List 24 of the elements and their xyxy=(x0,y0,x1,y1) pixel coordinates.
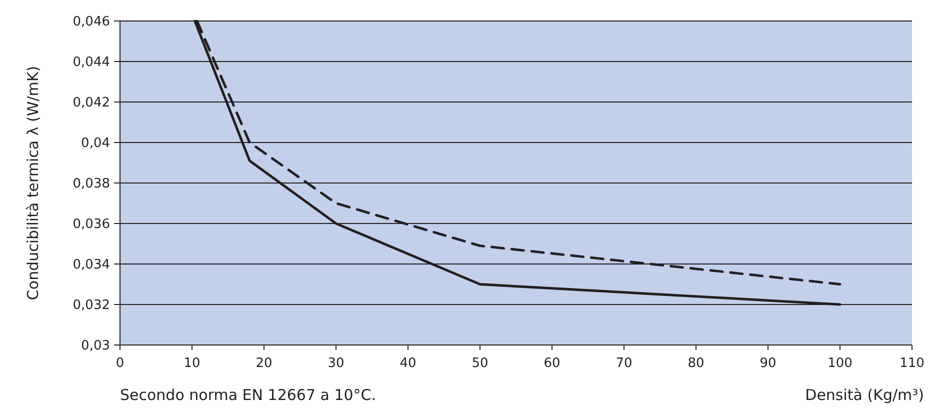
x-tick-label: 40 xyxy=(400,356,416,371)
x-tick-label: 0 xyxy=(116,356,124,371)
y-tick-label: 0,046 xyxy=(72,14,110,30)
x-tick-label: 100 xyxy=(828,356,852,371)
x-tick-label: 70 xyxy=(616,356,632,371)
x-tick-label: 50 xyxy=(472,356,488,371)
x-tick-label: 110 xyxy=(900,356,924,371)
x-tick-label: 60 xyxy=(544,356,560,371)
y-tick-label: 0,034 xyxy=(72,258,110,273)
y-tick-label: 0,04 xyxy=(81,136,110,152)
y-tick-label: 0,044 xyxy=(72,55,110,70)
y-axis-title: Conducibilità termica λ (W/mK) xyxy=(24,66,42,300)
y-tick-label: 0,038 xyxy=(72,176,110,192)
text: Secondo norma EN 12667 a 10°C. xyxy=(120,386,376,404)
x-tick-label: 80 xyxy=(688,356,704,371)
x-axis-title: Densità (Kg/m³) xyxy=(805,386,924,404)
y-tick-label: 0,03 xyxy=(81,338,110,354)
y-tick-label: 0,036 xyxy=(72,217,110,232)
x-tick-label: 30 xyxy=(328,356,344,371)
y-tick-label: 0,032 xyxy=(72,298,110,314)
x-tick-label: 10 xyxy=(184,356,200,371)
x-tick-label: 90 xyxy=(760,356,776,371)
y-tick-label: 0,042 xyxy=(72,96,110,111)
x-tick-label: 20 xyxy=(256,356,272,371)
